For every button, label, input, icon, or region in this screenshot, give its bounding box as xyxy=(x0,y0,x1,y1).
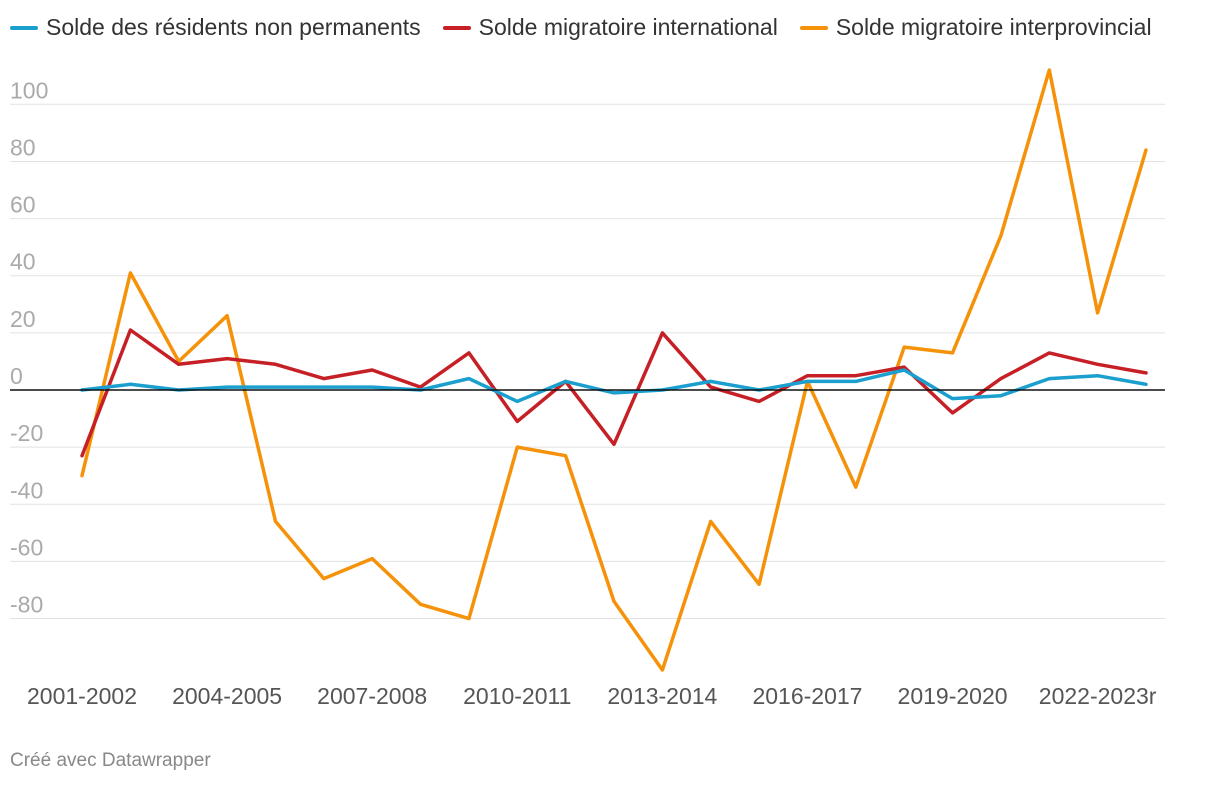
y-tick-label: -80 xyxy=(10,592,43,618)
y-tick-label: 0 xyxy=(10,363,23,389)
y-tick-label: -20 xyxy=(10,420,43,446)
x-tick-label: 2022-2023r xyxy=(1039,683,1157,709)
credit-text: Créé avec Datawrapper xyxy=(10,750,211,771)
legend-item-interprovincial[interactable]: Solde migratoire interprovincial xyxy=(799,14,1152,41)
x-tick-label: 2001-2002 xyxy=(27,683,137,709)
x-tick-label: 2010-2011 xyxy=(463,683,571,709)
legend-label: Solde migratoire interprovincial xyxy=(835,14,1152,40)
legend-label: Solde des résidents non permanents xyxy=(46,14,421,40)
legend-item-international[interactable]: Solde migratoire international xyxy=(442,14,778,41)
legend-swatch-red xyxy=(442,25,471,30)
legend-label: Solde migratoire international xyxy=(478,14,778,40)
y-tick-label: -40 xyxy=(10,477,43,503)
series-line xyxy=(80,68,1148,672)
x-tick-label: 2016-2017 xyxy=(752,683,862,709)
y-tick-label: 40 xyxy=(10,249,36,275)
y-tick-label: 60 xyxy=(10,192,36,218)
series-line xyxy=(80,368,1148,404)
x-tick-label: 2004-2005 xyxy=(172,683,282,709)
legend: Solde des résidents non permanents Solde… xyxy=(10,14,1152,41)
x-tick-label: 2019-2020 xyxy=(898,683,1008,709)
legend-item-non-permanent-residents[interactable]: Solde des résidents non permanents xyxy=(10,14,421,41)
x-tick-label: 2013-2014 xyxy=(607,683,717,709)
x-tick-label: 2007-2008 xyxy=(317,683,427,709)
y-tick-label: 80 xyxy=(10,134,36,160)
series-line xyxy=(80,328,1148,458)
y-tick-label: 100 xyxy=(10,77,48,103)
legend-swatch-blue xyxy=(10,25,38,30)
y-tick-label: 20 xyxy=(10,306,36,332)
y-tick-label: -60 xyxy=(10,534,43,560)
legend-swatch-orange xyxy=(799,25,828,30)
